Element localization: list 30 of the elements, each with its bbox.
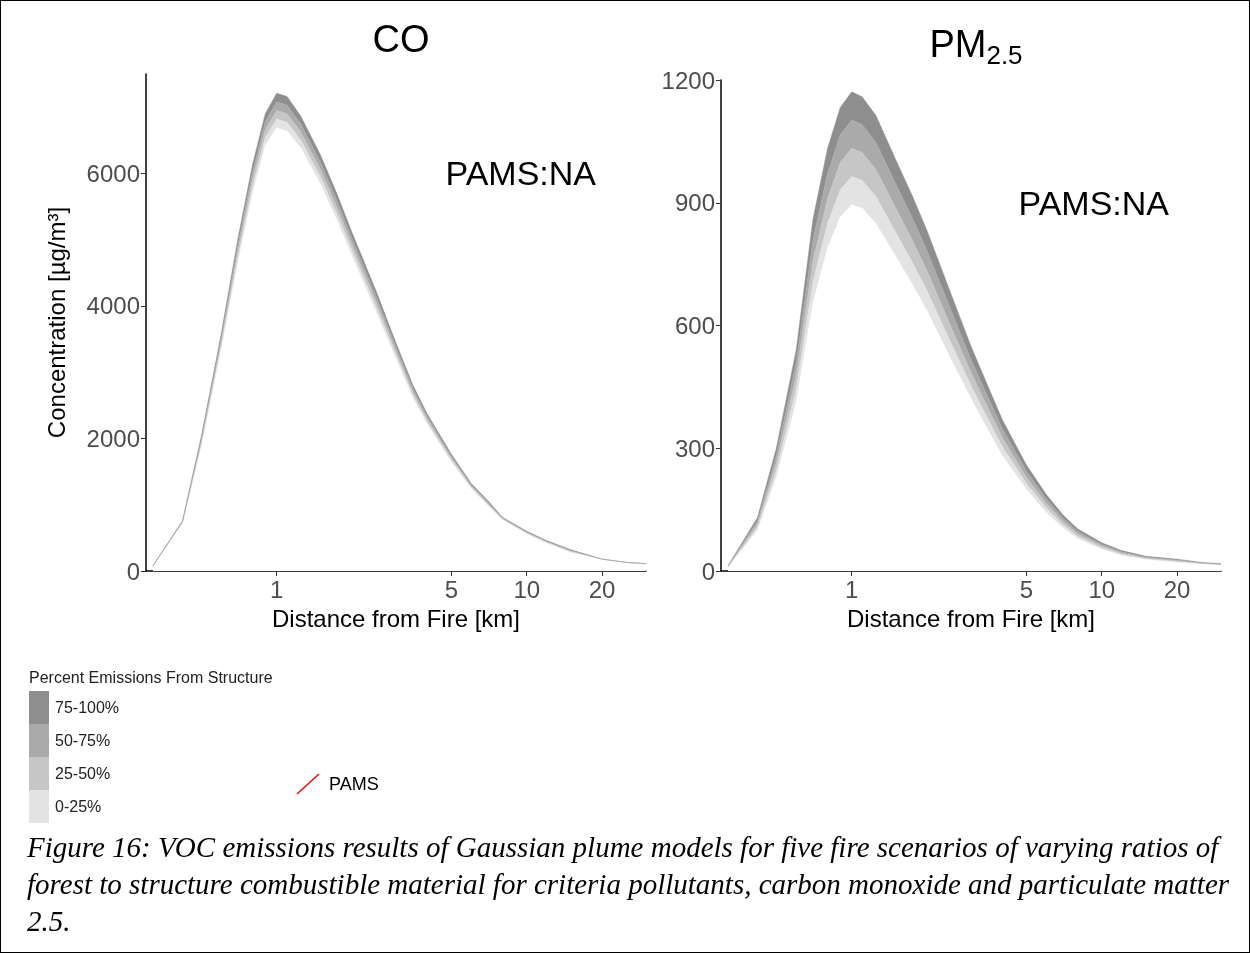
annotation: PAMS:NA (1018, 184, 1170, 222)
y-tick-label: 4000 (86, 292, 140, 320)
legend-label: 50-75% (55, 731, 111, 750)
y-tick-label: 900 (674, 189, 715, 217)
x-tick-label: 10 (513, 575, 541, 603)
y-tick-label: 2000 (86, 424, 140, 452)
y-tick-label: 600 (674, 312, 715, 339)
legend-label: 75-100% (55, 698, 120, 717)
x-tick-label: 1 (270, 575, 284, 603)
x-tick-label: 5 (444, 575, 459, 603)
y-axis-title: Concentration [µg/m³] (42, 206, 70, 439)
x-axis-title: Distance from Fire [km] (846, 604, 1096, 632)
annotation: PAMS:NA (445, 154, 597, 192)
y-tick-label: 1200 (661, 66, 715, 94)
y-tick-label: 0 (126, 557, 140, 585)
x-tick-label: 20 (1163, 575, 1191, 603)
y-tick-label: 6000 (86, 159, 140, 187)
legend-title: Percent Emissions From Structure (29, 669, 273, 687)
x-tick-label: 20 (588, 575, 616, 603)
chart-title: CO (372, 18, 430, 60)
legend-label: 25-50% (55, 764, 111, 783)
x-tick-label: 1 (845, 575, 859, 603)
x-axis-title: Distance from Fire [km] (271, 604, 521, 632)
x-tick-label: 10 (1088, 575, 1116, 603)
y-tick-label: 300 (674, 434, 715, 462)
legend-label: PAMS (329, 773, 379, 795)
caption: Figure 16: VOC emissions results of Gaussian plume models for five fire scenarios of varying ratios of forest to structure combustible material for criteria pollutants, carbon monoxide and particulate matter 2.5. (27, 830, 1231, 939)
x-tick-label: 5 (1019, 575, 1034, 603)
y-tick-label: 0 (701, 557, 715, 585)
legend-label: 0-25% (55, 797, 102, 816)
